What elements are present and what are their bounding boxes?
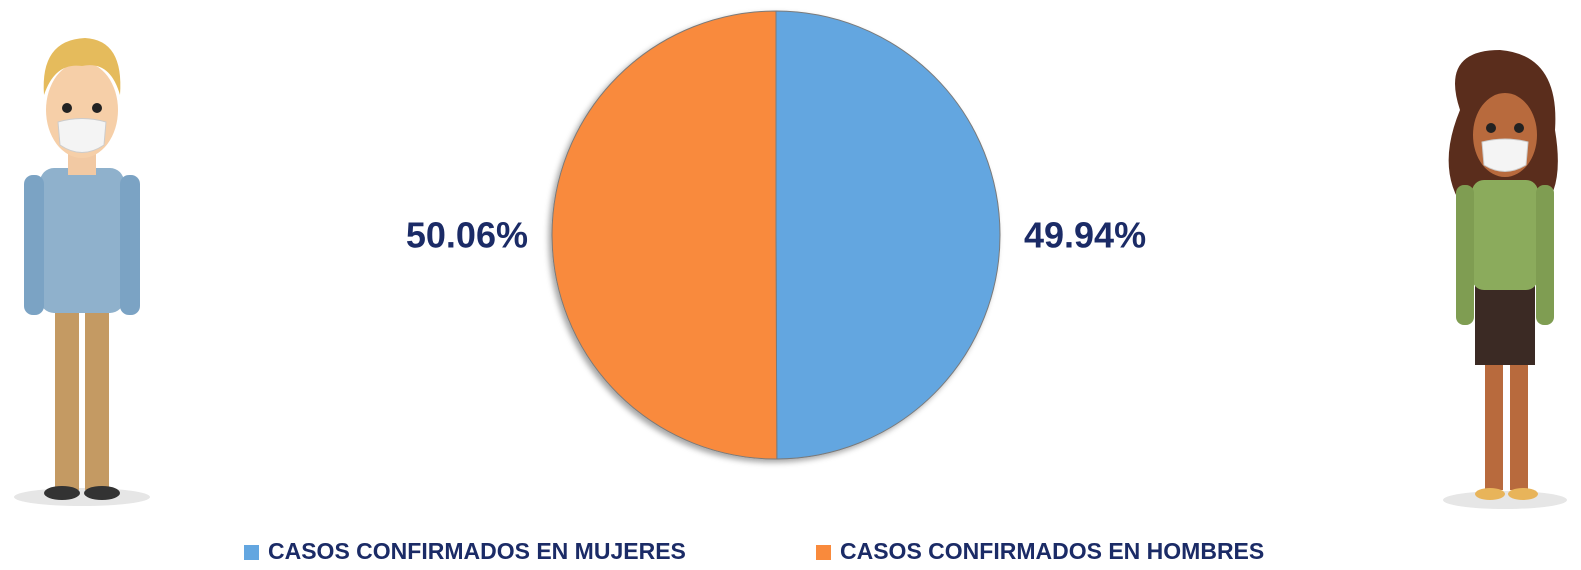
legend-label: CASOS CONFIRMADOS EN HOMBRES <box>840 538 1264 564</box>
legend-swatch <box>816 545 831 560</box>
data-label: 49.94% <box>1024 214 1146 255</box>
pie <box>552 11 1000 459</box>
data-label: 50.06% <box>406 215 528 256</box>
legend-swatch <box>244 545 259 560</box>
woman-illustration <box>1443 50 1567 509</box>
legend-label: CASOS CONFIRMADOS EN MUJERES <box>268 538 686 564</box>
pie-slice <box>776 11 1000 459</box>
page: 49.94% 50.06% CASOS CONFIRMADOS EN MUJERES… <box>0 0 1581 570</box>
chart: 49.94% 50.06% CASOS CONFIRMADOS EN MUJERES… <box>0 0 1581 570</box>
pie-slice <box>552 11 777 459</box>
man-illustration <box>14 38 150 506</box>
